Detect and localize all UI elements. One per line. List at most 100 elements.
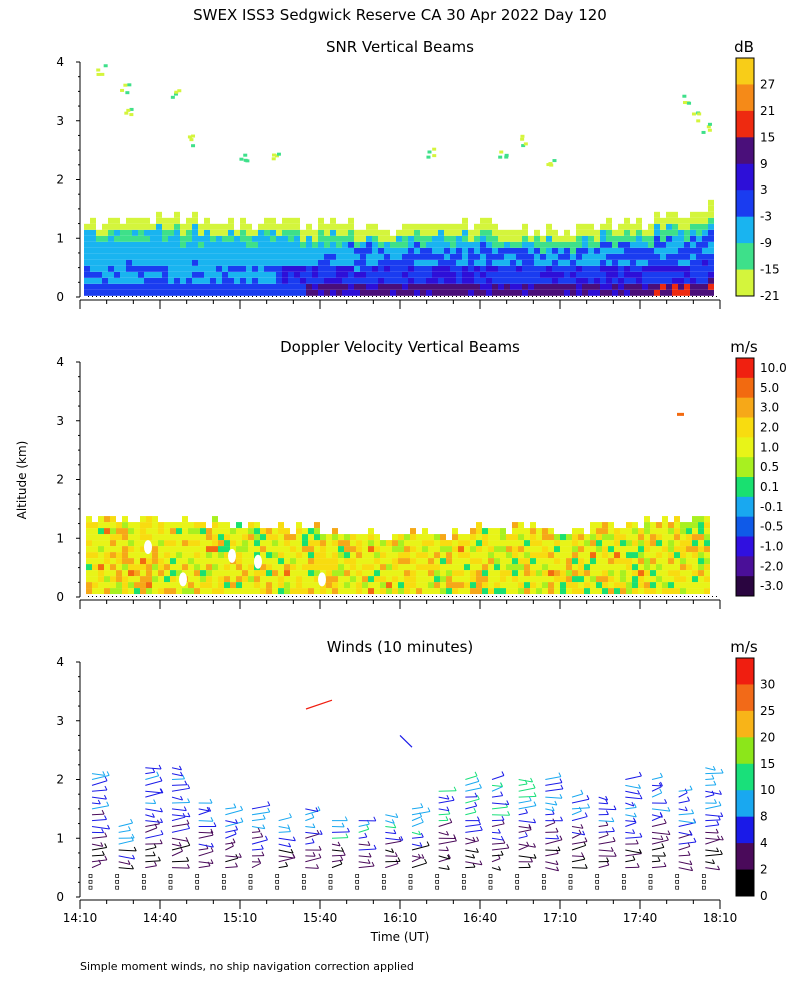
colorbar-label: -15 (760, 263, 780, 277)
baseline-dot (252, 596, 253, 597)
snr-cell (264, 283, 270, 290)
snr-cell (450, 253, 456, 260)
doppler-cell (212, 564, 218, 571)
doppler-cell (662, 564, 668, 571)
baseline-dot (612, 296, 613, 297)
snr-cell (426, 277, 432, 284)
snr-cell (606, 223, 612, 230)
snr-cell (264, 277, 270, 284)
wind-barb-flag (530, 777, 534, 783)
doppler-cell (554, 540, 560, 547)
snr-cell (300, 241, 306, 248)
wind-barb (171, 843, 182, 847)
snr-cell (306, 223, 312, 230)
doppler-cell (602, 588, 608, 595)
wind-barb-flag (446, 806, 450, 811)
wind-barb (465, 811, 477, 816)
wind-barb (678, 831, 693, 836)
wind-barb (145, 820, 163, 824)
doppler-cell (458, 582, 464, 589)
snr-cell (540, 271, 546, 278)
doppler-cell (440, 534, 446, 541)
baseline-dot (652, 596, 653, 597)
baseline-dot (444, 596, 445, 597)
snr-cell (342, 223, 348, 230)
doppler-cell (326, 552, 332, 559)
wind-barb-flag (717, 865, 721, 870)
snr-cell (684, 247, 690, 254)
wind-barb (678, 845, 690, 851)
snr-cell (546, 265, 552, 272)
snr-cell (264, 217, 270, 224)
snr-cell (522, 253, 528, 260)
doppler-cell (122, 588, 128, 595)
snr-cell (318, 229, 324, 236)
wind-barb (491, 786, 503, 792)
snr-cell (672, 259, 678, 266)
doppler-cell (614, 534, 620, 541)
wind-barb (91, 826, 110, 830)
wind-barb-flag (180, 771, 183, 777)
wind-barb-flag (476, 836, 480, 842)
snr-cell (90, 265, 96, 272)
snr-cell (252, 265, 258, 272)
doppler-cell (596, 576, 602, 583)
doppler-cell (272, 528, 278, 535)
wind-flag-marker (675, 885, 680, 890)
doppler-cell (422, 534, 428, 541)
snr-cell (216, 265, 222, 272)
doppler-cell (638, 564, 644, 571)
snr-cell (498, 277, 504, 284)
doppler-cell (350, 582, 356, 589)
doppler-cell (92, 570, 98, 577)
snr-cell (486, 217, 492, 224)
wind-barb (118, 829, 131, 833)
wind-flag-marker (141, 885, 146, 890)
snr-cell (174, 211, 180, 218)
snr-cell (180, 265, 186, 272)
snr-cell (378, 289, 384, 296)
snr-cell (654, 253, 660, 260)
snr-cell (612, 253, 618, 260)
wind-barb (625, 807, 637, 810)
baseline-dot (340, 296, 341, 297)
doppler-cell (452, 534, 458, 541)
wind-flag-marker (221, 874, 226, 878)
wind-barb-flag (474, 801, 478, 807)
snr-cell (672, 247, 678, 254)
baseline-dot (488, 596, 489, 597)
doppler-cell (98, 558, 104, 565)
wind-barb-flag (580, 789, 584, 795)
baseline-dot (192, 296, 193, 297)
doppler-cell (476, 522, 482, 529)
wind-barb-flag (130, 836, 134, 841)
doppler-cell (134, 546, 140, 553)
doppler-cell (506, 570, 512, 577)
snr-cell (191, 144, 196, 148)
snr-cell (84, 247, 90, 254)
doppler-cell (578, 576, 584, 583)
wind-barb (198, 843, 214, 848)
snr-cell (528, 253, 534, 260)
doppler-cell (476, 528, 482, 535)
doppler-cell (590, 552, 596, 559)
wind-barb-flag (638, 848, 642, 854)
doppler-cell (536, 564, 542, 571)
snr-cell (618, 229, 624, 236)
colorbar-label: -1.0 (760, 539, 783, 553)
snr-cell (312, 271, 318, 278)
doppler-cell (326, 582, 332, 589)
snr-cell (102, 271, 108, 278)
doppler-cell (506, 534, 512, 541)
snr-cell (312, 253, 318, 260)
snr-cell (426, 253, 432, 260)
snr-cell (552, 229, 558, 236)
snr-cell (564, 277, 570, 284)
snr-cell (468, 283, 474, 290)
doppler-cell (260, 534, 266, 541)
wind-barb (625, 775, 642, 780)
snr-cell (114, 265, 120, 272)
doppler-cell (110, 576, 116, 583)
doppler-cell (578, 588, 584, 595)
snr-cell (582, 253, 588, 260)
